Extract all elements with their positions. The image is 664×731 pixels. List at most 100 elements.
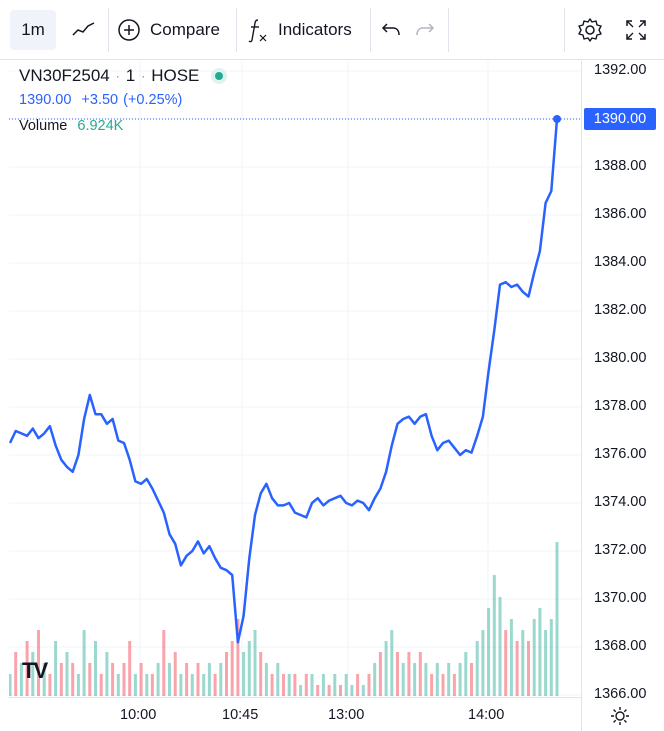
volume-bar: [293, 674, 297, 696]
volume-bar: [253, 630, 257, 696]
volume-bar: [521, 630, 525, 696]
volume-bar: [133, 674, 137, 696]
volume-bar: [378, 652, 382, 696]
line-chart-icon: [72, 22, 95, 36]
volume-bar: [259, 652, 263, 696]
volume-bar: [25, 641, 29, 696]
compare-button[interactable]: Compare: [116, 10, 228, 50]
price-change-percent: (+0.25%): [123, 92, 183, 108]
volume-bar: [65, 652, 69, 696]
settings-button[interactable]: [574, 10, 606, 50]
chart-type-button[interactable]: [66, 10, 102, 50]
y-tick-label: 1378.00: [594, 398, 647, 414]
volume-bar: [247, 641, 251, 696]
redo-button[interactable]: [410, 10, 440, 50]
volume-bar: [99, 674, 103, 696]
volume-value: 6.924K: [77, 118, 124, 134]
toolbar-divider: [448, 8, 449, 52]
volume-bar: [555, 542, 559, 696]
toolbar-divider: [108, 8, 109, 52]
volume-bar: [316, 685, 320, 696]
indicators-button[interactable]: Indicators: [246, 10, 362, 50]
last-price-marker: [553, 115, 561, 123]
chart-grid: [9, 61, 581, 697]
price-row: 1390.00 +3.50 (+0.25%): [19, 88, 227, 112]
market-status-icon[interactable]: [211, 68, 228, 84]
volume-bar: [59, 663, 63, 696]
x-tick-label: 14:00: [468, 707, 505, 723]
volume-bar: [88, 663, 92, 696]
volume-bar: [430, 674, 434, 696]
y-tick-label: 1380.00: [594, 350, 647, 366]
volume-bar: [475, 641, 479, 696]
volume-bar: [384, 641, 388, 696]
tradingview-logo[interactable]: TV: [22, 658, 48, 683]
symbol-name[interactable]: VN30F2504: [19, 66, 110, 85]
volume-bar: [549, 619, 553, 696]
time-axis-border: [9, 697, 581, 698]
volume-bar: [487, 608, 491, 696]
toolbar-divider: [370, 8, 371, 52]
volume-bar: [31, 652, 35, 696]
volume-bar: [538, 608, 542, 696]
volume-bar: [139, 663, 143, 696]
volume-bar: [527, 641, 530, 696]
volume-bar: [242, 652, 246, 696]
volume-bar: [276, 663, 280, 696]
volume-bar: [339, 685, 342, 696]
volume-bar: [145, 674, 149, 696]
y-tick-label: 1386.00: [594, 206, 647, 222]
volume-bar: [287, 674, 291, 696]
chart-toolbar: 1m Compare Indicators: [0, 0, 664, 60]
volume-bar: [401, 663, 405, 696]
volume-bar: [441, 674, 445, 696]
volume-bars: [9, 542, 559, 696]
volume-bar: [9, 674, 12, 696]
volume-bar: [71, 663, 75, 696]
price-chart-plot[interactable]: [9, 61, 581, 697]
volume-bar: [504, 630, 508, 696]
volume-bar: [447, 663, 451, 696]
volume-bar: [299, 685, 303, 696]
y-tick-label: 1392.00: [594, 62, 647, 78]
fullscreen-button[interactable]: [620, 10, 652, 50]
y-tick-label: 1382.00: [594, 302, 647, 318]
gear-icon: [578, 18, 602, 42]
volume-bar: [498, 597, 502, 696]
timeframe-button[interactable]: 1m: [10, 10, 56, 50]
volume-bar: [481, 630, 485, 696]
add-circle-icon: [118, 19, 140, 41]
current-price: 1390.00: [19, 92, 72, 108]
toolbar-divider: [564, 8, 565, 52]
volume-bar: [418, 652, 422, 696]
indicators-label: Indicators: [278, 20, 352, 39]
volume-bar: [179, 674, 183, 696]
volume-bar: [116, 674, 120, 696]
y-tick-label: 1374.00: [594, 494, 647, 510]
x-tick-label: 10:00: [120, 707, 157, 723]
volume-bar: [304, 674, 308, 696]
volume-label[interactable]: Volume: [19, 118, 68, 134]
volume-bar: [532, 619, 536, 696]
undo-button[interactable]: [376, 10, 406, 50]
function-icon: [248, 19, 267, 43]
volume-bar: [173, 652, 177, 696]
volume-bar: [544, 630, 548, 696]
symbol-row: VN30F2504 · 1 · HOSE: [19, 64, 228, 88]
timeframe-label: 1m: [21, 20, 45, 39]
volume-bar: [122, 663, 126, 696]
volume-bar: [48, 674, 52, 696]
fullscreen-icon: [626, 20, 646, 40]
volume-bar: [54, 641, 58, 696]
volume-bar: [492, 575, 496, 696]
volume-bar: [219, 663, 223, 696]
price-axis-border: [581, 61, 582, 731]
volume-bar: [82, 630, 86, 696]
volume-bar: [321, 674, 325, 696]
axis-settings-button[interactable]: [606, 702, 634, 730]
volume-bar: [236, 619, 240, 696]
compare-label: Compare: [150, 20, 220, 39]
volume-bar: [76, 674, 80, 696]
y-tick-label: 1388.00: [594, 158, 647, 174]
volume-bar: [515, 641, 519, 696]
